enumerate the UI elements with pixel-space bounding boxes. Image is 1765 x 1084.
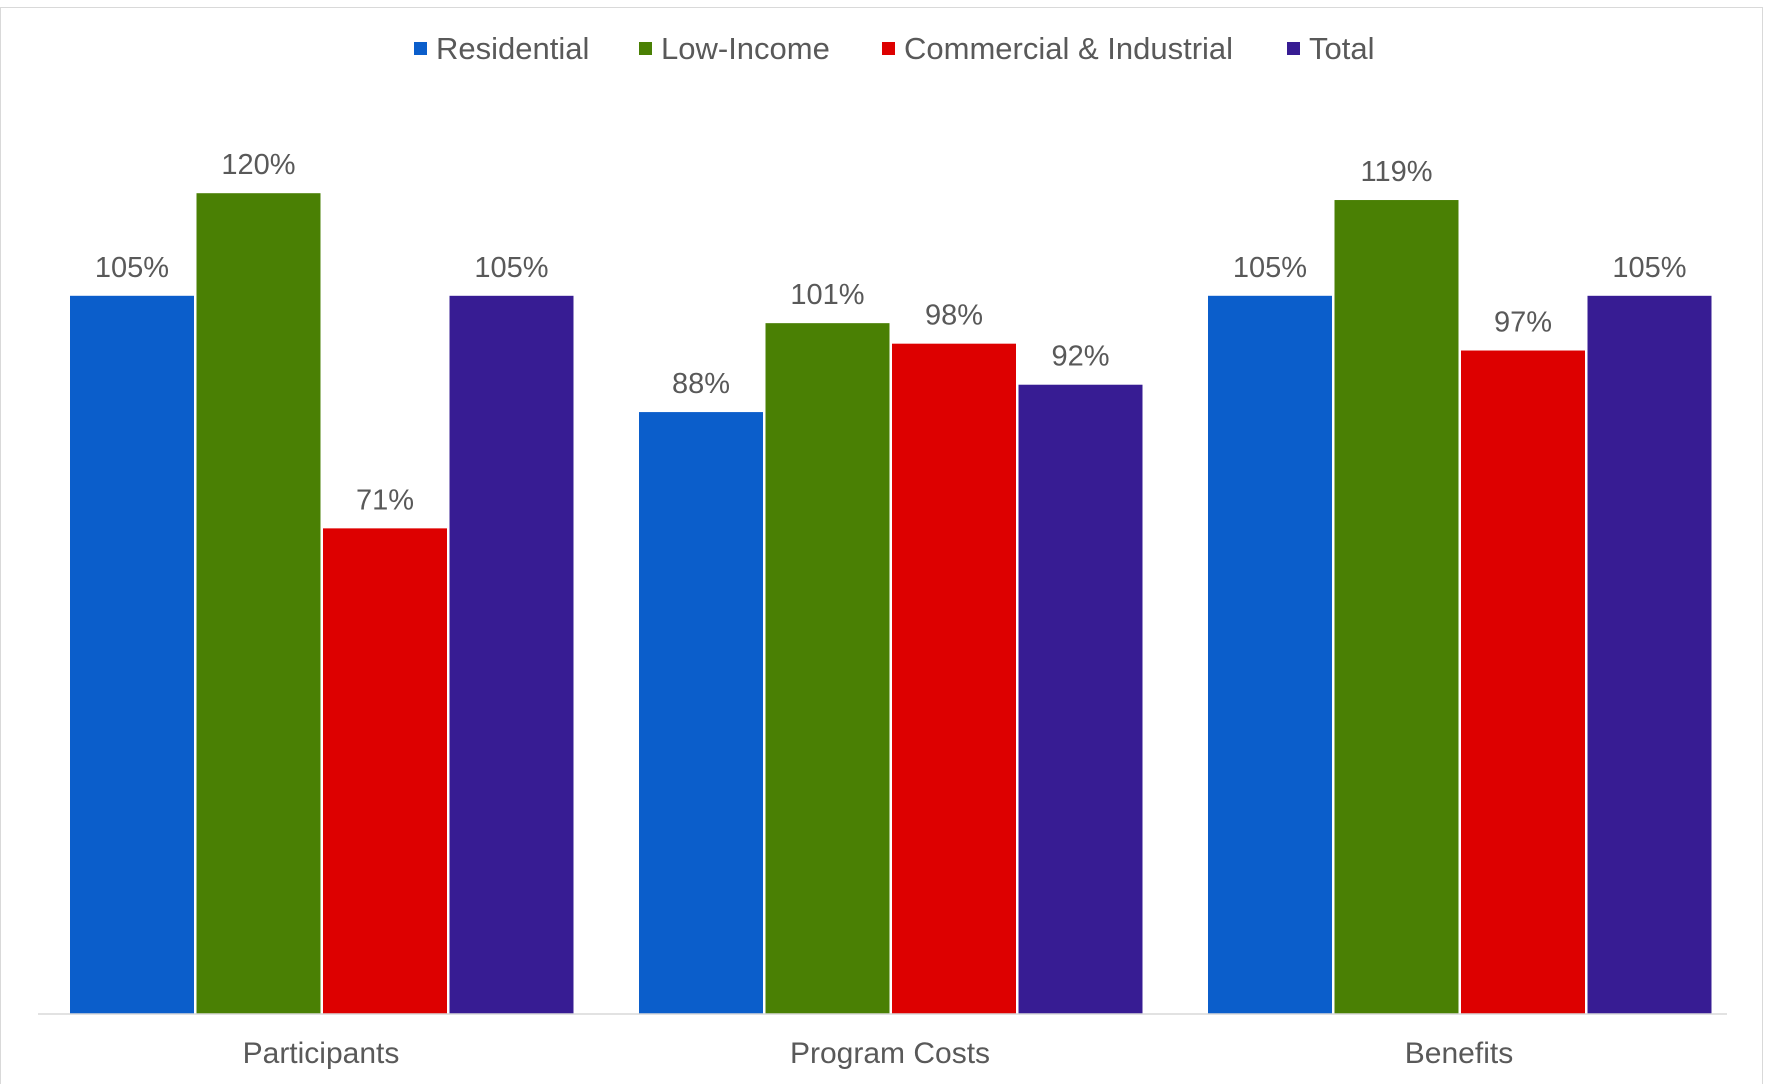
bar-participants-total: [449, 295, 574, 1014]
data-label-benefits-commercial-and-industrial: 97%: [1494, 307, 1552, 339]
bar-benefits-low-income: [1334, 200, 1459, 1015]
bar-participants-commercial-and-industrial: [323, 528, 447, 1014]
legend-swatch-commercial-and-industrial: [882, 42, 895, 55]
category-label-program-costs: Program Costs: [790, 1037, 990, 1070]
data-label-benefits-low-income: 119%: [1360, 156, 1432, 188]
bar-participants-residential: [70, 295, 194, 1014]
bar-benefits-commercial-and-industrial: [1461, 350, 1585, 1014]
legend-label-commercial-and-industrial: Commercial & Industrial: [904, 31, 1233, 66]
legend-swatch-residential: [414, 42, 427, 55]
legend: Residential Low-Income Commercial & Indust…: [414, 31, 1374, 66]
legend-label-total: Total: [1309, 31, 1374, 66]
bar-program-costs-low-income: [765, 323, 890, 1014]
category-labels-group: Participants Program Costs Benefits: [243, 1037, 1514, 1070]
legend-swatch-total: [1287, 42, 1300, 55]
data-label-participants-commercial-and-industrial: 71%: [356, 484, 414, 516]
bars-group: [70, 193, 1712, 1015]
bar-program-costs-total: [1018, 384, 1143, 1015]
data-label-program-costs-commercial-and-industrial: 98%: [925, 300, 983, 332]
data-label-program-costs-low-income: 101%: [790, 279, 864, 311]
legend-label-residential: Residential: [436, 31, 589, 66]
bar-program-costs-residential: [639, 412, 763, 1015]
category-label-participants: Participants: [243, 1037, 400, 1070]
category-label-benefits: Benefits: [1405, 1037, 1513, 1070]
data-label-program-costs-residential: 88%: [672, 368, 730, 400]
legend-swatch-low-income: [639, 42, 652, 55]
bar-benefits-total: [1587, 295, 1712, 1014]
data-label-program-costs-total: 92%: [1051, 341, 1109, 373]
data-label-participants-residential: 105%: [95, 252, 169, 284]
bar-program-costs-commercial-and-industrial: [892, 343, 1016, 1014]
bar-participants-low-income: [196, 193, 321, 1014]
data-label-participants-total: 105%: [474, 252, 548, 284]
data-label-benefits-total: 105%: [1612, 252, 1686, 284]
legend-label-low-income: Low-Income: [661, 31, 830, 66]
data-labels-group: 105% 120% 71% 105% 88% 101% 98% 92% 105% 119% 97% 1…: [95, 149, 1687, 516]
bar-benefits-residential: [1208, 295, 1332, 1014]
data-label-benefits-residential: 105%: [1233, 252, 1307, 284]
data-label-participants-low-income: 120%: [221, 149, 295, 181]
